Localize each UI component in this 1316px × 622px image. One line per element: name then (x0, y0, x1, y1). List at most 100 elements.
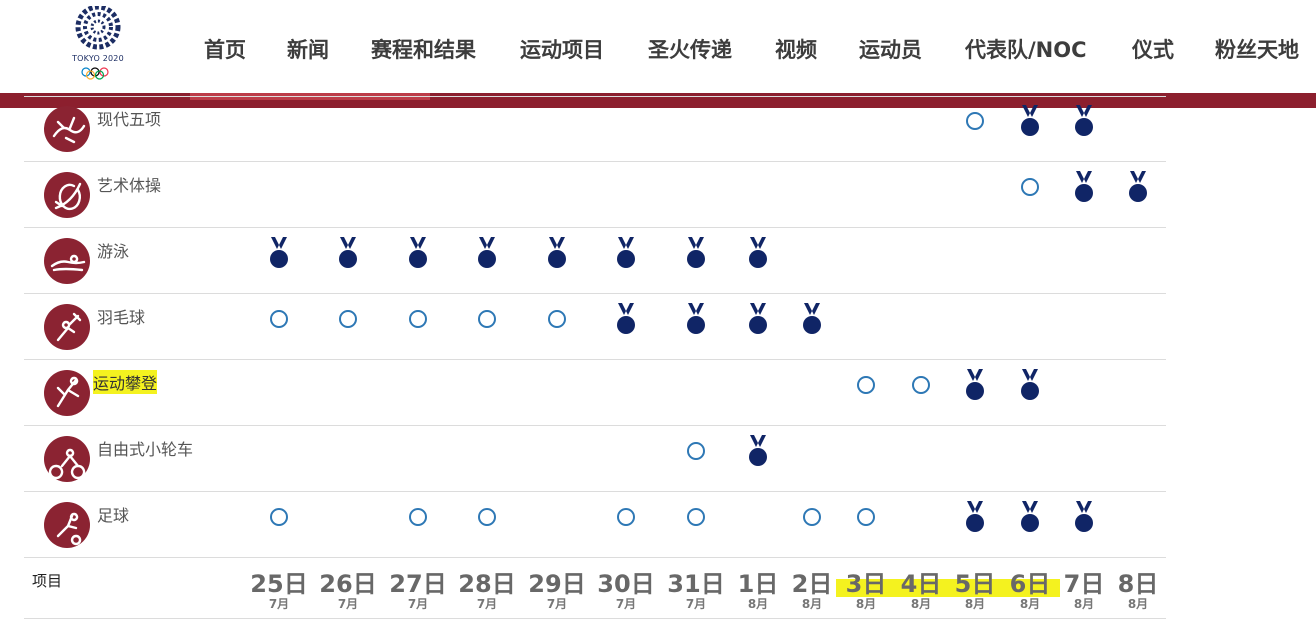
medal-event-icon[interactable] (685, 302, 707, 336)
date-column-header[interactable]: 30日 7月 (596, 570, 656, 610)
medal-event-icon[interactable] (801, 302, 823, 336)
date-highlight (891, 579, 951, 597)
event-no-medal-icon[interactable] (548, 310, 566, 328)
sport-name[interactable]: 羽毛球 (97, 308, 146, 327)
date-column-header[interactable]: 28日 7月 (457, 570, 517, 610)
nav-ceremonies[interactable]: 仪式 (1132, 38, 1174, 62)
nav-home[interactable]: 首页 (204, 38, 246, 62)
tokyo-2020-logo[interactable]: TOKYO 2020 (66, 4, 130, 82)
logo-text: TOKYO 2020 (72, 54, 124, 63)
date-month: 8月 (1019, 597, 1041, 611)
date-month: 8月 (747, 597, 769, 611)
date-column-header[interactable]: 6日 8月 (1000, 570, 1060, 610)
date-month: 7月 (476, 597, 498, 611)
event-no-medal-icon[interactable] (339, 310, 357, 328)
medal-event-icon[interactable] (546, 236, 568, 270)
medal-event-icon[interactable] (685, 236, 707, 270)
date-column-header[interactable]: 3日 8月 (836, 570, 896, 610)
date-day: 3日 (845, 570, 887, 598)
medal-event-icon[interactable] (747, 236, 769, 270)
date-column-header[interactable]: 2日 8月 (782, 570, 842, 610)
date-column-header[interactable]: 25日 7月 (249, 570, 309, 610)
medal-event-icon[interactable] (1127, 170, 1149, 204)
nav-sports[interactable]: 运动项目 (520, 38, 604, 62)
date-column-header[interactable]: 26日 7月 (318, 570, 378, 610)
medal-event-icon[interactable] (747, 434, 769, 468)
date-column-header[interactable]: 27日 7月 (388, 570, 448, 610)
swimming-icon[interactable] (44, 238, 90, 284)
sport-name[interactable]: 足球 (97, 506, 130, 525)
event-no-medal-icon[interactable] (409, 508, 427, 526)
date-month: 8月 (910, 597, 932, 611)
row-divider (24, 96, 1166, 97)
date-highlight (836, 579, 896, 597)
nav-schedule-results[interactable]: 赛程和结果 (371, 38, 476, 62)
date-column-header[interactable]: 8日 8月 (1108, 570, 1168, 610)
event-no-medal-icon[interactable] (803, 508, 821, 526)
medal-event-icon[interactable] (476, 236, 498, 270)
nav-fan-zone[interactable]: 粉丝天地 (1215, 38, 1299, 62)
event-no-medal-icon[interactable] (617, 508, 635, 526)
event-no-medal-icon[interactable] (478, 508, 496, 526)
medal-event-icon[interactable] (747, 302, 769, 336)
event-no-medal-icon[interactable] (857, 376, 875, 394)
table-bottom-line (24, 618, 1166, 619)
date-column-header[interactable]: 7日 8月 (1054, 570, 1114, 610)
medal-event-icon[interactable] (1073, 170, 1095, 204)
date-column-header[interactable]: 5日 8月 (945, 570, 1005, 610)
nav-news[interactable]: 新闻 (287, 38, 329, 62)
sport-name[interactable]: 游泳 (97, 242, 130, 261)
date-column-header[interactable]: 31日 7月 (666, 570, 726, 610)
event-no-medal-icon[interactable] (478, 310, 496, 328)
event-no-medal-icon[interactable] (687, 442, 705, 460)
medal-event-icon[interactable] (615, 302, 637, 336)
event-no-medal-icon[interactable] (1021, 178, 1039, 196)
medal-event-icon[interactable] (407, 236, 429, 270)
medal-event-icon[interactable] (1073, 500, 1095, 534)
event-no-medal-icon[interactable] (912, 376, 930, 394)
date-day: 1日 (737, 570, 779, 598)
rhythmic-gymnastics-icon[interactable] (44, 172, 90, 218)
date-column-header[interactable]: 1日 8月 (728, 570, 788, 610)
nav-athletes[interactable]: 运动员 (859, 38, 922, 62)
medal-event-icon[interactable] (268, 236, 290, 270)
badminton-icon[interactable] (44, 304, 90, 350)
date-month: 7月 (546, 597, 568, 611)
medal-event-icon[interactable] (964, 500, 986, 534)
event-no-medal-icon[interactable] (687, 508, 705, 526)
bmx-freestyle-icon[interactable] (44, 436, 90, 482)
football-icon[interactable] (44, 502, 90, 548)
date-column-header[interactable]: 4日 8月 (891, 570, 951, 610)
date-month: 7月 (407, 597, 429, 611)
medal-event-icon[interactable] (337, 236, 359, 270)
event-no-medal-icon[interactable] (966, 112, 984, 130)
date-column-header[interactable]: 29日 7月 (527, 570, 587, 610)
nav-videos[interactable]: 视频 (775, 38, 817, 62)
medal-event-icon[interactable] (1019, 500, 1041, 534)
date-day: 31日 (667, 570, 725, 598)
date-month: 7月 (268, 597, 290, 611)
medal-event-icon[interactable] (1073, 104, 1095, 138)
sport-name[interactable]: 自由式小轮车 (97, 440, 194, 459)
nav-teams-noc[interactable]: 代表队/NOC (965, 38, 1087, 62)
date-day: 28日 (458, 570, 516, 598)
event-no-medal-icon[interactable] (270, 508, 288, 526)
nav-torch-relay[interactable]: 圣火传递 (648, 38, 732, 62)
date-month: 8月 (801, 597, 823, 611)
sport-name[interactable]: 艺术体操 (97, 176, 162, 195)
sport-name[interactable]: 现代五项 (97, 110, 162, 129)
row-divider (24, 293, 1166, 294)
medal-event-icon[interactable] (964, 368, 986, 402)
date-highlight (945, 579, 1005, 597)
sport-climbing-icon[interactable] (44, 370, 90, 416)
event-no-medal-icon[interactable] (857, 508, 875, 526)
modern-pentathlon-icon[interactable] (44, 106, 90, 152)
event-no-medal-icon[interactable] (409, 310, 427, 328)
sport-name[interactable]: 运动攀登 (93, 370, 158, 394)
medal-event-icon[interactable] (615, 236, 637, 270)
event-no-medal-icon[interactable] (270, 310, 288, 328)
date-day: 5日 (954, 570, 996, 598)
date-month: 8月 (855, 597, 877, 611)
medal-event-icon[interactable] (1019, 104, 1041, 138)
medal-event-icon[interactable] (1019, 368, 1041, 402)
